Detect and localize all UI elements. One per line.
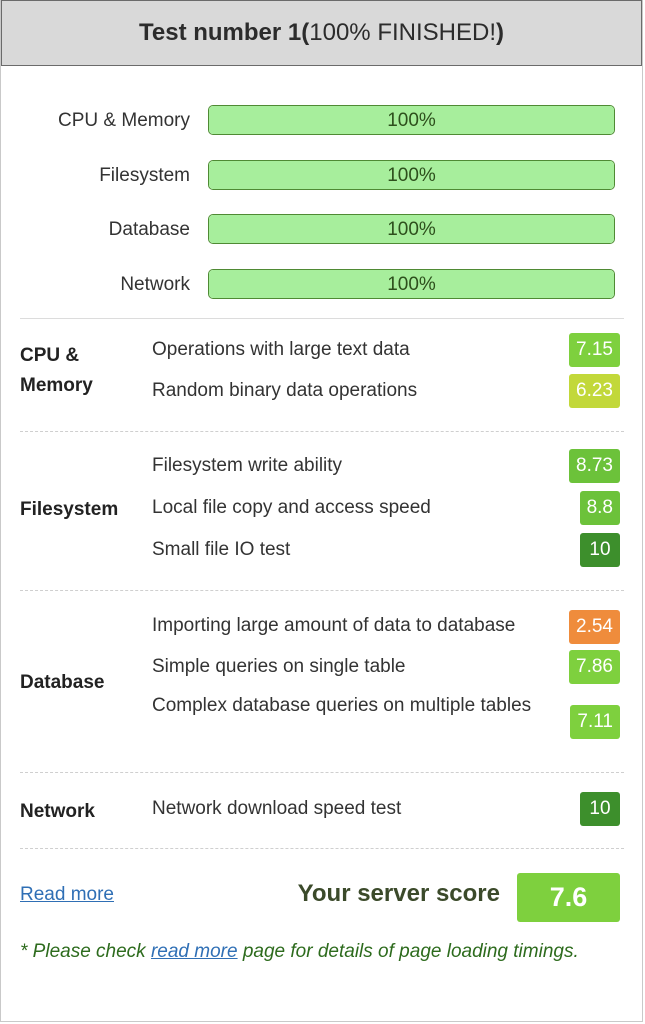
category-network: Network <box>20 801 95 822</box>
score-badge: 2.54 <box>569 610 620 644</box>
test-name: Local file copy and access speed <box>152 497 431 518</box>
category-database: Database <box>20 672 105 693</box>
test-status: 100% FINISHED! <box>309 19 496 46</box>
progress-bar: 100% <box>208 268 615 299</box>
footnote-prefix: * Please check <box>20 941 151 962</box>
test-name: Operations with large text data <box>152 339 410 360</box>
read-more-link[interactable]: Read more <box>20 884 114 905</box>
progress-percent: 100% <box>387 110 436 131</box>
header-open-paren: ( <box>301 19 310 46</box>
progress-fill <box>209 160 614 189</box>
divider <box>20 318 624 319</box>
score-badge: 7.11 <box>570 705 620 739</box>
progress-label: Filesystem <box>99 164 190 186</box>
progress-bar: 100% <box>208 159 615 190</box>
score-badge: 6.23 <box>569 374 620 408</box>
progress-row-network: Network 100% <box>1 268 642 301</box>
footnote-read-more-link[interactable]: read more <box>150 941 238 962</box>
progress-label: Network <box>120 273 190 295</box>
progress-fill <box>209 215 614 243</box>
progress-row-database: Database 100% <box>1 214 642 246</box>
server-score-badge: 7.6 <box>517 873 620 922</box>
progress-row-filesystem: Filesystem 100% <box>1 159 642 192</box>
test-name: Random binary data operations <box>152 380 418 401</box>
progress-section: CPU & Memory 100% Filesystem 100% Databa… <box>1 66 642 301</box>
category-cpu-memory: CPU & Memory <box>20 345 93 396</box>
server-score-label: Your server score <box>297 880 500 907</box>
progress-bar: 100% <box>208 214 615 244</box>
test-name: Complex database queries on multiple tab… <box>152 695 532 716</box>
test-name: Filesystem write ability <box>152 455 343 476</box>
progress-bar: 100% <box>208 105 615 135</box>
category-filesystem: Filesystem <box>20 499 119 520</box>
score-badge: 7.15 <box>569 333 620 367</box>
test-header: Test number 1 ( 100% FINISHED! ) <box>1 0 642 66</box>
test-title: Test number 1 <box>139 19 302 46</box>
header-close-paren: ) <box>496 19 504 46</box>
progress-percent: 100% <box>387 273 436 295</box>
divider <box>20 431 624 432</box>
divider <box>20 772 624 773</box>
progress-percent: 100% <box>387 219 436 240</box>
progress-label: Database <box>108 219 190 240</box>
score-badge: 8.8 <box>579 491 620 525</box>
footnote: * Please check read more page for detail… <box>20 936 610 968</box>
progress-fill <box>209 106 614 134</box>
test-name: Network download speed test <box>152 798 402 819</box>
score-badge: 8.73 <box>569 449 620 483</box>
test-name: Importing large amount of data to databa… <box>152 615 516 636</box>
progress-percent: 100% <box>387 164 436 186</box>
test-name: Simple queries on single table <box>152 656 406 677</box>
score-badge: 10 <box>580 792 620 826</box>
score-badge: 7.86 <box>569 650 620 684</box>
test-name: Small file IO test <box>152 539 291 560</box>
divider <box>20 590 624 591</box>
divider <box>20 848 624 849</box>
score-badge: 10 <box>580 533 620 567</box>
progress-label: CPU & Memory <box>58 110 190 131</box>
progress-fill <box>209 269 614 298</box>
progress-row-cpu: CPU & Memory 100% <box>1 105 642 137</box>
footnote-suffix: page for details of page loading timings… <box>237 941 579 962</box>
